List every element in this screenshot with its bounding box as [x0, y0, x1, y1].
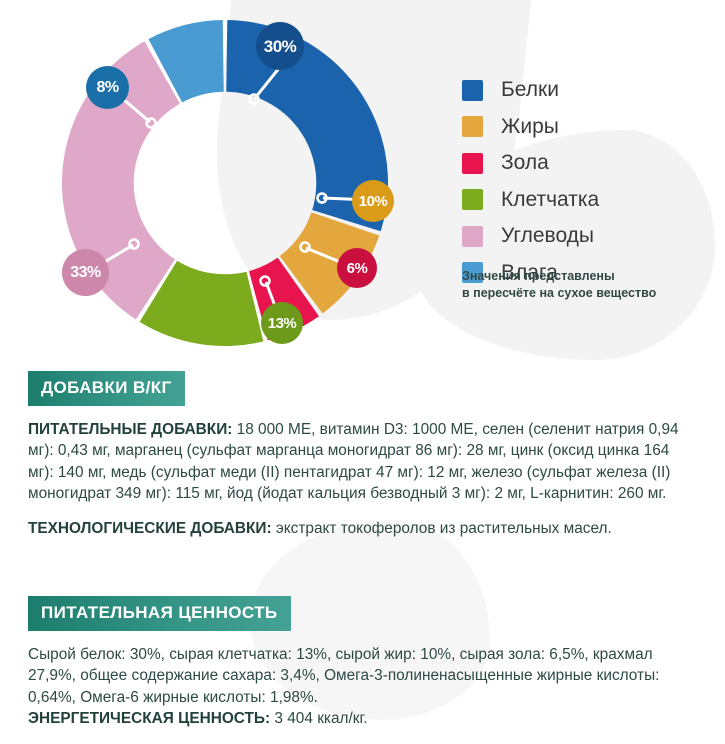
callout-bubble-moisture: 8%: [86, 66, 129, 109]
legend-label-carbs: Углеводы: [501, 224, 595, 247]
chart-legend: Белки Жиры Зола Клетчатка Углеводы Влага: [462, 78, 712, 297]
nutrition-section: ПИТАТЕЛЬНАЯ ЦЕННОСТЬ Сырой белок: 30%, с…: [28, 596, 698, 729]
legend-swatch-proteins: [462, 79, 483, 101]
legend-swatch-fiber: [462, 189, 483, 210]
additives-section: ДОБАВКИ В/КГ ПИТАТЕЛЬНЫЕ ДОБАВКИ: 18 000…: [28, 371, 698, 539]
callout-bubble-fats: 10%: [352, 180, 394, 222]
legend-swatch-carbs: [462, 225, 483, 247]
legend-item-carbs: Углеводы: [462, 224, 712, 248]
technological-additives-paragraph: ТЕХНОЛОГИЧЕСКИЕ ДОБАВКИ: экстракт токофе…: [28, 518, 698, 539]
legend-swatch-fats: [462, 116, 483, 137]
callout-bubble-carbs: 33%: [62, 249, 109, 296]
legend-item-fiber: Клетчатка: [462, 188, 712, 212]
nutritional-additives-text: 18 000 МЕ, витамин D3: 1000 МЕ, селен (с…: [28, 421, 679, 502]
nutritional-additives-paragraph: ПИТАТЕЛЬНЫЕ ДОБАВКИ: 18 000 МЕ, витамин …: [28, 419, 698, 504]
legend-swatch-ash: [462, 152, 483, 174]
legend-label-ash: Зола: [501, 151, 549, 174]
legend-item-proteins: Белки: [462, 78, 712, 102]
energy-value-text: 3 404 ккал/кг.: [270, 709, 368, 727]
callout-bubble-ash: 6%: [337, 248, 377, 288]
nutritional-additives-lead: ПИТАТЕЛЬНЫЕ ДОБАВКИ:: [28, 421, 233, 438]
legend-footnote: Значения представлены в пересчёте на сух…: [462, 268, 712, 302]
callout-value-proteins: 30%: [263, 36, 297, 56]
legend-label-fiber: Клетчатка: [501, 187, 600, 211]
legend-footnote-line1: Значения представлены: [462, 269, 615, 283]
technological-additives-text: экстракт токоферолов из растительных мас…: [271, 520, 612, 537]
callout-bubble-proteins: 30%: [256, 22, 304, 70]
technological-additives-lead: ТЕХНОЛОГИЧЕСКИЕ ДОБАВКИ:: [28, 520, 272, 537]
callout-value-carbs: 33%: [70, 263, 101, 281]
callout-value-ash: 6%: [346, 259, 368, 277]
additives-heading: ДОБАВКИ В/КГ: [28, 371, 185, 406]
additives-body: ПИТАТЕЛЬНЫЕ ДОБАВКИ: 18 000 МЕ, витамин …: [28, 419, 698, 539]
callout-value-fiber: 13%: [267, 314, 297, 332]
callout-value-moisture: 8%: [96, 78, 119, 96]
legend-label-proteins: Белки: [501, 78, 559, 101]
donut-chart-area: 30% 8% 10% 6% 13% 33% Белки Жиры: [0, 0, 725, 360]
legend-item-ash: Зола: [462, 151, 712, 175]
nutrition-body: Сырой белок: 30%, сырая клетчатка: 13%, …: [28, 644, 698, 729]
legend-item-fats: Жиры: [462, 115, 712, 139]
energy-value-paragraph: ЭНЕРГЕТИЧЕСКАЯ ЦЕННОСТЬ: 3 404 ккал/кг.: [28, 708, 698, 729]
callout-value-fats: 10%: [358, 192, 388, 210]
nutrition-values-paragraph: Сырой белок: 30%, сырая клетчатка: 13%, …: [28, 646, 660, 706]
energy-value-lead: ЭНЕРГЕТИЧЕСКАЯ ЦЕННОСТЬ:: [28, 709, 271, 727]
legend-footnote-line2: в пересчёте на сухое вещество: [462, 285, 657, 300]
legend-label-fats: Жиры: [501, 114, 559, 138]
callout-bubble-fiber: 13%: [261, 302, 303, 344]
nutrition-heading: ПИТАТЕЛЬНАЯ ЦЕННОСТЬ: [28, 596, 291, 631]
